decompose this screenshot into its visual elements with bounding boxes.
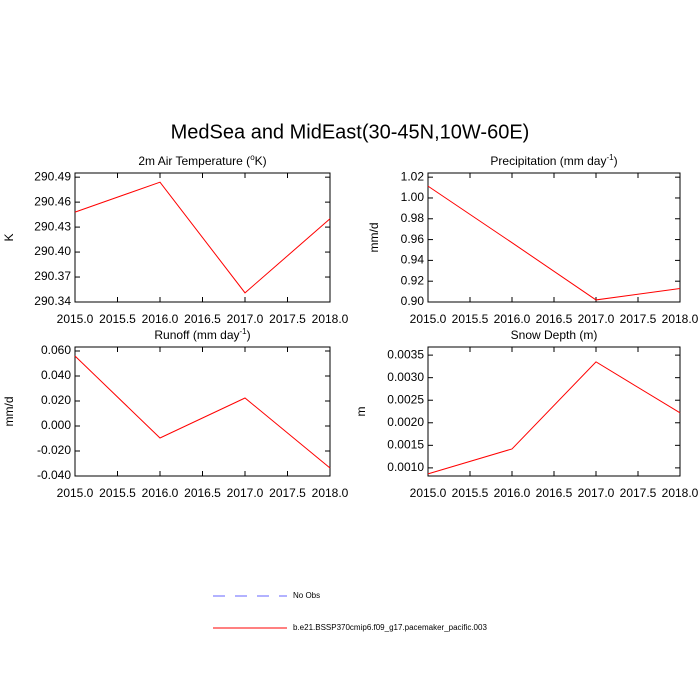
data-line <box>427 185 681 301</box>
x-tick-label: 2015.5 <box>452 312 489 326</box>
y-tick-label: -0.020 <box>37 443 71 457</box>
plot-frame <box>427 346 681 477</box>
panel-title-part: ) <box>614 154 618 168</box>
panel-title: Precipitation (mm day-1) <box>490 153 617 169</box>
plot-frame <box>427 172 681 303</box>
panel-title-part: Snow Depth (m) <box>511 328 598 342</box>
y-tick-label: 0.060 <box>41 343 71 357</box>
y-tick-label: 0.92 <box>401 273 425 287</box>
legend-label: No Obs <box>293 591 320 600</box>
x-tick-label: 2015.5 <box>99 486 136 500</box>
y-tick-label: 290.34 <box>34 294 71 308</box>
x-tick-label: 2015.0 <box>410 312 447 326</box>
y-tick-label: 0.0030 <box>387 370 424 384</box>
x-tick-label: 2017.5 <box>269 486 306 500</box>
x-tick-label: 2017.0 <box>227 486 264 500</box>
x-tick-label: 2017.5 <box>269 312 306 326</box>
y-tick-label: 290.46 <box>34 194 71 208</box>
x-tick-label: 2016.0 <box>494 486 531 500</box>
y-tick-label: 290.43 <box>34 219 71 233</box>
y-tick-label: 0.040 <box>41 368 71 382</box>
x-tick-label: 2015.5 <box>452 486 489 500</box>
x-tick-label: 2017.0 <box>227 312 264 326</box>
data-line <box>74 355 331 469</box>
y-tick-label: 1.02 <box>401 169 425 183</box>
y-tick-label: 290.40 <box>34 244 71 258</box>
y-tick-label: 0.000 <box>41 418 71 432</box>
y-tick-label: 290.37 <box>34 269 71 283</box>
x-tick-label: 2016.5 <box>536 486 573 500</box>
y-tick-label: 0.0010 <box>387 460 424 474</box>
y-tick-label: 0.90 <box>401 294 425 308</box>
legend-label: b.e21.BSSP370cmip6.f09_g17.pacemaker_pac… <box>293 623 487 632</box>
x-tick-label: 2016.5 <box>184 486 221 500</box>
x-tick-label: 2015.0 <box>57 312 94 326</box>
x-tick-label: 2017.0 <box>578 486 615 500</box>
panel-title-part: Precipitation (mm day <box>490 154 606 168</box>
x-tick-label: 2015.0 <box>57 486 94 500</box>
x-tick-label: 2016.0 <box>142 486 179 500</box>
data-line <box>74 181 331 294</box>
y-axis-label: mm/d <box>2 397 16 427</box>
x-tick-label: 2018.0 <box>662 486 699 500</box>
data-line <box>427 361 681 475</box>
y-axis-label: K <box>2 233 16 241</box>
y-tick-label: 0.94 <box>401 253 425 267</box>
panel-title-part: -1 <box>606 153 614 162</box>
panel-title-part: ) <box>247 328 251 342</box>
y-tick-label: 0.96 <box>401 232 425 246</box>
x-tick-label: 2016.0 <box>142 312 179 326</box>
y-tick-label: 1.00 <box>401 190 425 204</box>
y-tick-label: 290.49 <box>34 169 71 183</box>
x-tick-label: 2018.0 <box>312 486 349 500</box>
y-tick-label: 0.98 <box>401 211 425 225</box>
panel-title-part: Runoff (mm day <box>154 328 239 342</box>
y-tick-label: 0.0025 <box>387 392 424 406</box>
plot-frame <box>74 346 331 477</box>
panel-title-part: 2m Air Temperature ( <box>138 154 250 168</box>
panel-title-part: K) <box>255 154 267 168</box>
x-tick-label: 2017.0 <box>578 312 615 326</box>
panel-title: Runoff (mm day-1) <box>154 327 250 343</box>
x-tick-label: 2018.0 <box>662 312 699 326</box>
x-tick-label: 2015.0 <box>410 486 447 500</box>
panel-title: Snow Depth (m) <box>511 328 598 342</box>
x-tick-label: 2016.0 <box>494 312 531 326</box>
y-tick-label: 0.0035 <box>387 347 424 361</box>
x-tick-label: 2015.5 <box>99 312 136 326</box>
panel-title-part: o <box>250 153 255 162</box>
panel-title: 2m Air Temperature (oK) <box>138 153 266 169</box>
x-tick-label: 2018.0 <box>312 312 349 326</box>
y-axis-label: mm/d <box>367 223 381 253</box>
figure-title: MedSea and MidEast(30-45N,10W-60E) <box>171 121 530 143</box>
y-tick-label: 0.0020 <box>387 415 424 429</box>
x-tick-label: 2017.5 <box>620 486 657 500</box>
x-tick-label: 2016.5 <box>184 312 221 326</box>
y-axis-label: m <box>354 407 368 417</box>
panel-title-part: -1 <box>240 327 248 336</box>
x-tick-label: 2017.5 <box>620 312 657 326</box>
y-tick-label: 0.0015 <box>387 438 424 452</box>
y-tick-label: 0.020 <box>41 393 71 407</box>
y-tick-label: -0.040 <box>37 468 71 482</box>
x-tick-label: 2016.5 <box>536 312 573 326</box>
